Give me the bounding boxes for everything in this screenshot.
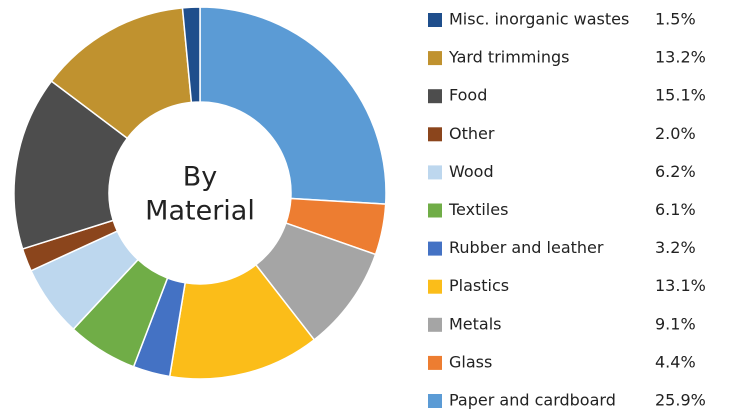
legend-label: Rubber and leather <box>449 238 604 257</box>
donut-slice <box>181 6 201 104</box>
legend-label: Wood <box>449 162 494 181</box>
legend-swatch <box>428 165 442 180</box>
value-label: 9.1% <box>655 314 696 333</box>
value-label: 13.2% <box>655 48 706 67</box>
value-label: 13.1% <box>655 276 706 295</box>
legend-swatch <box>428 13 442 27</box>
legend-label: Metals <box>449 314 502 333</box>
legend-swatch <box>428 279 442 294</box>
legend-label: Textiles <box>448 200 508 219</box>
value-label: 6.2% <box>655 162 696 181</box>
value-label: 15.1% <box>655 86 706 105</box>
value-label: 1.5% <box>655 10 696 29</box>
legend-swatch <box>428 89 442 104</box>
value-label: 2.0% <box>655 124 696 143</box>
legend-swatch <box>428 394 442 408</box>
donut-slice <box>199 6 387 205</box>
center-label: Material <box>145 196 255 227</box>
value-label: 6.1% <box>655 200 696 219</box>
legend-swatch <box>428 241 442 256</box>
legend-swatch <box>428 355 442 370</box>
legend-label: Plastics <box>449 276 509 295</box>
legend-label: Food <box>449 86 487 105</box>
legend-label: Glass <box>449 352 492 371</box>
legend-swatch <box>428 51 442 66</box>
donut-slice <box>13 80 129 250</box>
value-label: 25.9% <box>655 391 706 410</box>
legend-swatch <box>428 203 442 218</box>
legend-label: Misc. inorganic wastes <box>449 10 629 29</box>
value-label: 4.4% <box>655 352 696 371</box>
legend-label: Yard trimmings <box>448 48 569 67</box>
legend-swatch <box>428 127 442 142</box>
center-label: By <box>183 162 218 193</box>
value-label: 3.2% <box>655 238 696 257</box>
legend-swatch <box>428 317 442 332</box>
legend-label: Paper and cardboard <box>449 391 616 410</box>
legend-label: Other <box>449 124 495 143</box>
